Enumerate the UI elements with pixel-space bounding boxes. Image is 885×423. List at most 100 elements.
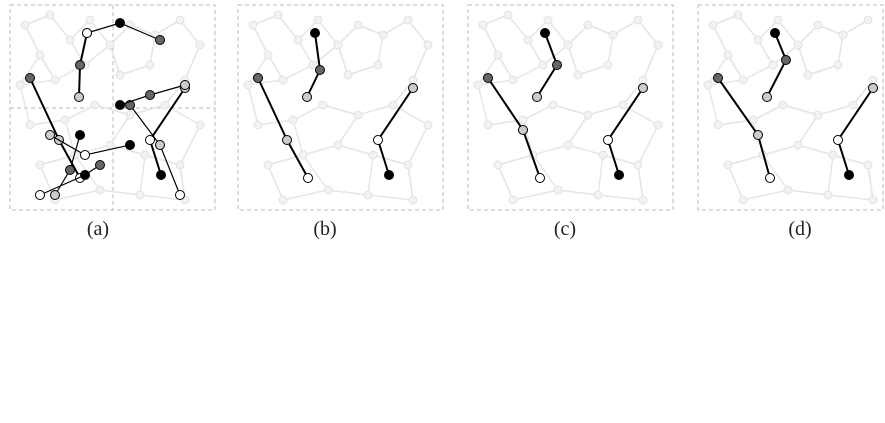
node — [244, 81, 252, 89]
edge — [358, 105, 393, 115]
edge — [808, 65, 838, 75]
place-marker — [443, 414, 446, 417]
place-marker — [843, 404, 846, 407]
edge — [248, 80, 283, 85]
edge — [713, 25, 728, 55]
edge — [608, 35, 613, 65]
place-label: Hostile Inte — [207, 382, 247, 390]
node — [599, 151, 607, 159]
graph — [704, 11, 878, 204]
route-node — [714, 74, 723, 83]
place-marker — [590, 262, 593, 265]
map-dot — [651, 367, 655, 371]
route-node — [26, 74, 35, 83]
route-node — [76, 131, 85, 140]
node — [584, 21, 592, 29]
edge — [323, 105, 358, 115]
caption: (b) — [313, 218, 336, 240]
highlighted-road — [550, 268, 630, 423]
route-node — [615, 171, 624, 180]
map-dot — [857, 279, 861, 283]
node — [654, 41, 662, 49]
edge — [180, 20, 200, 45]
map-dot — [802, 314, 806, 318]
place-label: Man in the I — [12, 287, 53, 295]
edge — [778, 20, 798, 45]
map-dot — [518, 270, 522, 274]
place-marker — [273, 409, 276, 412]
place-label: Man in the I — [175, 307, 216, 315]
place-marker — [3, 394, 6, 397]
edge — [373, 155, 408, 165]
road — [705, 393, 785, 413]
place-label: Devil's Own, — [10, 305, 53, 313]
node — [279, 76, 287, 84]
route-node — [181, 81, 190, 90]
edge — [20, 80, 55, 85]
edge — [513, 65, 543, 80]
edge — [120, 65, 150, 75]
edge — [838, 35, 843, 65]
road — [170, 388, 215, 423]
node — [794, 141, 802, 149]
node — [314, 16, 322, 24]
edge — [20, 85, 30, 125]
map-dot — [503, 270, 507, 274]
node — [509, 196, 517, 204]
place-label: Hostile Inte — [722, 409, 762, 417]
edge — [110, 45, 120, 75]
place-label: Hostile Inte — [42, 357, 82, 365]
highlighted-road — [388, 283, 443, 418]
place-marker — [336, 409, 339, 412]
route-node — [541, 29, 550, 38]
route-node — [533, 93, 542, 102]
map-dot — [300, 279, 304, 283]
edge — [25, 25, 40, 55]
node — [869, 76, 877, 84]
node — [21, 21, 29, 29]
edge — [338, 145, 373, 155]
route-node — [156, 36, 165, 45]
highlighted-road — [705, 238, 835, 293]
place-marker — [171, 309, 174, 312]
place-label: igh and De — [2, 375, 40, 383]
node — [354, 111, 362, 119]
edge — [368, 155, 373, 195]
edge — [788, 190, 828, 195]
place-marker — [633, 412, 636, 415]
node — [299, 151, 307, 159]
edge — [568, 145, 603, 155]
road — [855, 303, 880, 358]
road — [0, 358, 35, 423]
route-node — [303, 93, 312, 102]
route-node — [46, 131, 55, 140]
node — [634, 16, 642, 24]
edge — [798, 115, 818, 145]
edge — [833, 155, 868, 165]
node — [519, 116, 527, 124]
route-node — [304, 174, 313, 183]
map-dot — [810, 376, 814, 380]
road — [25, 273, 50, 423]
edge — [90, 20, 110, 45]
edge — [140, 155, 145, 195]
edge — [50, 15, 70, 40]
node — [96, 186, 104, 194]
node — [864, 161, 872, 169]
route-node — [553, 61, 562, 70]
route-node — [116, 19, 125, 28]
place-marker — [8, 289, 11, 292]
node — [146, 61, 154, 69]
route-node — [176, 191, 185, 200]
route-node — [316, 66, 325, 75]
route-node — [639, 84, 648, 93]
node — [374, 61, 382, 69]
figure: (a) (b) (c) (d) DivaMan in the IDevil's … — [0, 0, 885, 423]
node — [714, 121, 722, 129]
edge — [598, 155, 603, 195]
place-marker — [808, 332, 811, 335]
node — [784, 186, 792, 194]
place-marker — [863, 318, 866, 321]
road — [745, 278, 790, 423]
node — [36, 51, 44, 59]
